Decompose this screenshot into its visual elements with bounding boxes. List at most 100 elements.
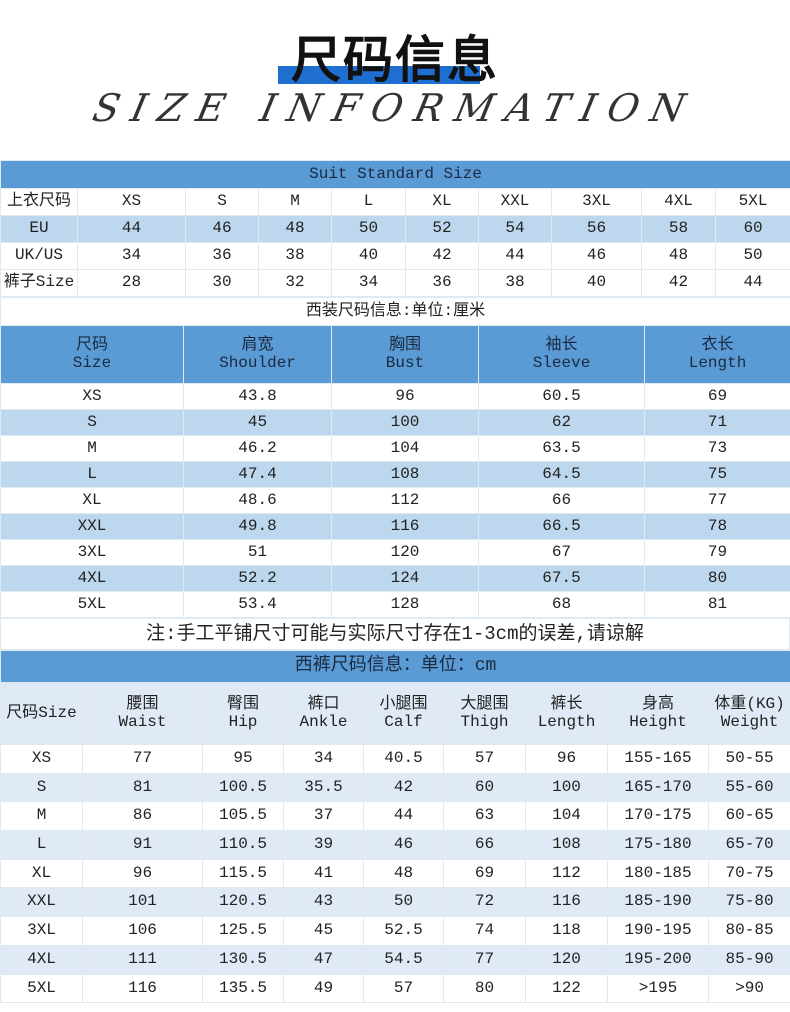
table-cell: 衣长 Length [643, 325, 790, 384]
header-line: 臀围 [226, 694, 259, 713]
table-cell: XXL [478, 188, 552, 216]
table-cell: 112 [525, 858, 608, 889]
table-cell: 38 [258, 242, 332, 270]
table-cell: 44 [77, 215, 186, 243]
table-cell: 120 [331, 539, 479, 566]
header-row: 尺码Size 腰围 Waist 臀围 Hip 裤口 Ankle 小腿围 Calf 大腿围 Thigh… [0, 682, 790, 745]
header-line: 袖长 [545, 335, 578, 354]
table-cell: 62 [478, 409, 645, 436]
table-cell: 47.4 [183, 461, 332, 488]
table-cell: 4XL [0, 944, 83, 975]
table-cell: 40 [551, 269, 642, 297]
table-row: XXL 49.8 116 66.5 78 [0, 513, 790, 540]
table-cell: 116 [525, 887, 608, 918]
pants-size-title: 西裤尺码信息：单位：cm [0, 650, 790, 683]
header-row: 尺码 Size 肩宽 Shoulder 胸围 Bust 袖长 Sleeve 衣长 Length [0, 325, 790, 384]
table-cell: 100 [331, 409, 479, 436]
table-cell: 36 [405, 269, 479, 297]
table-cell: 77 [643, 487, 790, 514]
table-cell: 3XL [551, 188, 642, 216]
table-cell: 180-185 [607, 858, 709, 889]
table-cell: 48.6 [183, 487, 332, 514]
table-cell: 52.5 [363, 916, 444, 946]
table-cell: XL [0, 858, 83, 889]
header-line: Weight [720, 712, 779, 731]
table-cell: 60.5 [478, 383, 645, 410]
table-cell: 40 [331, 242, 406, 270]
header-line: 肩宽 [241, 335, 274, 354]
table-cell: 64.5 [478, 461, 645, 488]
table-cell: 86 [82, 801, 203, 832]
table-cell: 65-70 [707, 830, 790, 860]
table-cell: 44 [478, 242, 552, 270]
table-cell: M [0, 435, 184, 462]
table-cell: 104 [525, 801, 608, 832]
table-cell: 120 [525, 944, 608, 975]
table-cell: 112 [331, 487, 479, 514]
header-line: Sleeve [532, 353, 591, 372]
table-cell: 135.5 [202, 973, 284, 1004]
table-cell: 57 [363, 973, 444, 1004]
table-row: 5XL 116 135.5 49 57 80 122 >195 >90 [0, 973, 790, 1004]
table-cell: 5XL [714, 188, 790, 216]
table-cell: 49 [283, 973, 364, 1004]
table-cell: 80-85 [707, 916, 790, 946]
note-table: 注:手工平铺尺寸可能与实际尺寸存在1-3cm的误差,请谅解 [0, 618, 790, 650]
table-cell: 52 [405, 215, 479, 243]
table-cell: 30 [185, 269, 259, 297]
table-cell: 裤子Size [0, 269, 78, 297]
table-cell: 裤口 Ankle [283, 682, 364, 745]
table-cell: 34 [331, 269, 406, 297]
table-cell: 34 [283, 744, 364, 774]
table-cell: 46.2 [183, 435, 332, 462]
table-cell: XL [0, 487, 184, 514]
table-cell: 69 [643, 383, 790, 410]
table-cell: 63.5 [478, 435, 645, 462]
header-line: 尺码 [75, 335, 108, 354]
table-cell: 63 [443, 801, 526, 832]
table-cell: 85-90 [707, 944, 790, 975]
table-row: XL 96 115.5 41 48 69 112 180-185 70-75 [0, 858, 790, 889]
table-cell: 81 [643, 591, 790, 618]
table-cell: 67 [478, 539, 645, 566]
table-cell: 49.8 [183, 513, 332, 540]
table-cell: M [0, 801, 83, 832]
table-cell: 5XL [0, 973, 83, 1004]
table-cell: 46 [185, 215, 259, 243]
table-cell: 50-55 [707, 744, 790, 774]
table-cell: XS [77, 188, 186, 216]
table-cell: 上衣尺码 [0, 188, 78, 216]
table-cell: 122 [525, 973, 608, 1004]
table-cell: 42 [641, 269, 716, 297]
table-cell: 50 [363, 887, 444, 918]
table-cell: 165-170 [607, 772, 709, 803]
table-cell: 60 [443, 772, 526, 803]
measurement-note: 注:手工平铺尺寸可能与实际尺寸存在1-3cm的误差,请谅解 [0, 618, 790, 650]
table-row: S 45 100 62 71 [0, 409, 790, 436]
header-line: Length [537, 712, 596, 731]
header-line: 裤长 [550, 694, 583, 713]
table-cell: 80 [643, 565, 790, 592]
table-cell: 96 [82, 858, 203, 889]
table-cell: 75 [643, 461, 790, 488]
table-cell: 105.5 [202, 801, 284, 832]
suit-standard-title: Suit Standard Size [0, 160, 790, 189]
suit-size-table: 西装尺码信息:单位:厘米 尺码 Size 肩宽 Shoulder 胸围 Bust 袖长 Sle… [0, 297, 790, 618]
table-cell: 175-180 [607, 830, 709, 860]
table-cell: 128 [331, 591, 479, 618]
table-cell: 尺码Size [0, 682, 83, 745]
table-cell: 44 [714, 269, 790, 297]
table-cell: 50 [714, 242, 790, 270]
table-cell: 54 [478, 215, 552, 243]
table-row: 3XL 106 125.5 45 52.5 74 118 190-195 80-85 [0, 916, 790, 946]
table-cell: 裤长 Length [525, 682, 608, 745]
table-row: UK/US 34 36 38 40 42 44 46 48 50 [0, 242, 790, 270]
table-cell: 66 [478, 487, 645, 514]
table-cell: 37 [283, 801, 364, 832]
table-cell: S [185, 188, 259, 216]
header-line: Waist [118, 712, 167, 731]
table-cell: 70-75 [707, 858, 790, 889]
table-cell: 36 [185, 242, 259, 270]
table-cell: 81 [82, 772, 203, 803]
